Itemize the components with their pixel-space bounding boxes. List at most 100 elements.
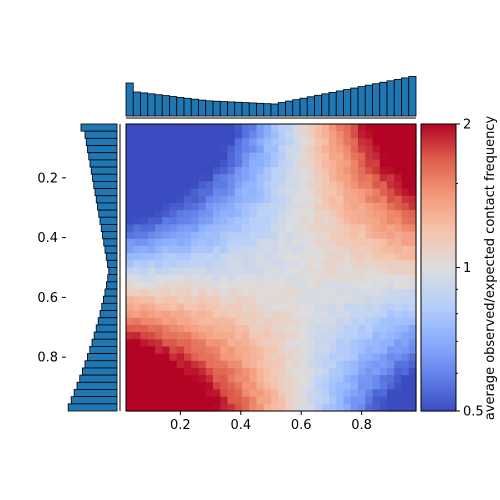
heatmap-cell (234, 231, 243, 240)
heatmap-cell (271, 324, 279, 333)
heatmap-cell (408, 202, 417, 211)
colorbar-segment (421, 174, 456, 178)
heatmap-cell (372, 332, 381, 340)
heatmap-cell (184, 217, 192, 226)
heatmap-cell (256, 346, 265, 355)
heatmap-cell (292, 346, 301, 355)
heatmap-cell (292, 231, 301, 240)
heatmap-cell (220, 317, 229, 326)
heatmap-cell (365, 367, 374, 376)
heatmap-cell (162, 296, 171, 304)
heatmap-cell (234, 296, 243, 304)
heatmap-cell (220, 289, 229, 297)
heatmap-cell (227, 224, 236, 233)
heatmap-cell (329, 245, 337, 254)
heatmap-cell (365, 260, 374, 269)
heatmap-cell (285, 403, 294, 412)
heatmap-cell (307, 274, 316, 283)
heatmap-cell (213, 360, 221, 369)
left-marginal-bar (89, 159, 118, 168)
heatmap-cell (408, 238, 417, 247)
heatmap-cell (184, 167, 192, 175)
heatmap-cell (126, 267, 134, 276)
heatmap-cell (321, 346, 330, 355)
heatmap-cell (292, 145, 301, 154)
heatmap-cell (278, 131, 287, 139)
heatmap-cell (147, 210, 156, 218)
heatmap-cell (147, 403, 156, 412)
heatmap-cell (336, 159, 345, 168)
heatmap-cell (263, 360, 272, 369)
heatmap-cell (394, 124, 403, 132)
x-tick-label: 0.6 (291, 418, 312, 433)
heatmap-cell (394, 310, 403, 319)
heatmap-cell (329, 267, 337, 276)
heatmap-cell (278, 238, 287, 247)
heatmap-cell (176, 138, 185, 147)
left-marginal-bar (95, 324, 118, 333)
heatmap-cell (401, 353, 410, 362)
heatmap-cell (234, 389, 243, 398)
heatmap-cell (227, 152, 236, 161)
heatmap-cell (358, 124, 366, 132)
heatmap-cell (343, 138, 352, 147)
heatmap-cell (408, 289, 417, 297)
heatmap-cell (176, 152, 185, 161)
heatmap-cell (292, 224, 301, 233)
heatmap-cell (358, 188, 366, 197)
heatmap-cell (372, 167, 381, 175)
colorbar-segment (421, 198, 456, 202)
top-marginal-bar (314, 94, 323, 117)
heatmap-cell (133, 274, 142, 283)
heatmap-cell (358, 267, 366, 276)
heatmap-cell (220, 224, 229, 233)
heatmap-cell (365, 217, 374, 226)
heatmap-cell (350, 332, 359, 340)
colorbar-segment (421, 135, 456, 139)
top-marginal-bar (379, 81, 388, 117)
heatmap-cell (350, 324, 359, 333)
heatmap-cell (140, 296, 149, 304)
heatmap-cell (191, 174, 200, 182)
heatmap-cell (336, 353, 345, 362)
heatmap-cell (329, 346, 337, 355)
heatmap-cell (155, 224, 163, 233)
heatmap-cell (408, 375, 417, 383)
heatmap-cell (140, 152, 149, 161)
heatmap-cell (307, 360, 316, 369)
heatmap-cell (321, 389, 330, 398)
colorbar-segment (421, 171, 456, 175)
heatmap-cell (184, 389, 192, 398)
heatmap-cell (350, 217, 359, 226)
heatmap-cell (372, 124, 381, 132)
colorbar-segment (421, 351, 456, 355)
heatmap-cell (408, 224, 417, 233)
heatmap-cell (263, 324, 272, 333)
heatmap-cell (350, 353, 359, 362)
colorbar-segment (421, 300, 456, 304)
heatmap-cell (314, 403, 323, 412)
heatmap-cell (133, 339, 142, 348)
colorbar (420, 123, 457, 412)
heatmap-cell (372, 339, 381, 348)
heatmap-cell (213, 267, 221, 276)
colorbar-segment (421, 195, 456, 199)
heatmap-cell (401, 296, 410, 304)
heatmap-cell (307, 346, 316, 355)
colorbar-segment (421, 176, 456, 180)
heatmap-cell (278, 210, 287, 218)
colorbar-segment (421, 207, 456, 211)
heatmap-cell (365, 224, 374, 233)
heatmap-cell (256, 339, 265, 348)
heatmap-cell (379, 360, 388, 369)
heatmap-cell (147, 289, 156, 297)
heatmap-cell (198, 210, 207, 218)
colorbar-segment (421, 205, 456, 209)
heatmap-cell (372, 267, 381, 276)
heatmap-cell (126, 174, 134, 182)
heatmap-cell (220, 339, 229, 348)
heatmap-cell (401, 159, 410, 168)
heatmap-cell (162, 253, 171, 261)
heatmap-cell (285, 167, 294, 175)
heatmap-cell (321, 339, 330, 348)
